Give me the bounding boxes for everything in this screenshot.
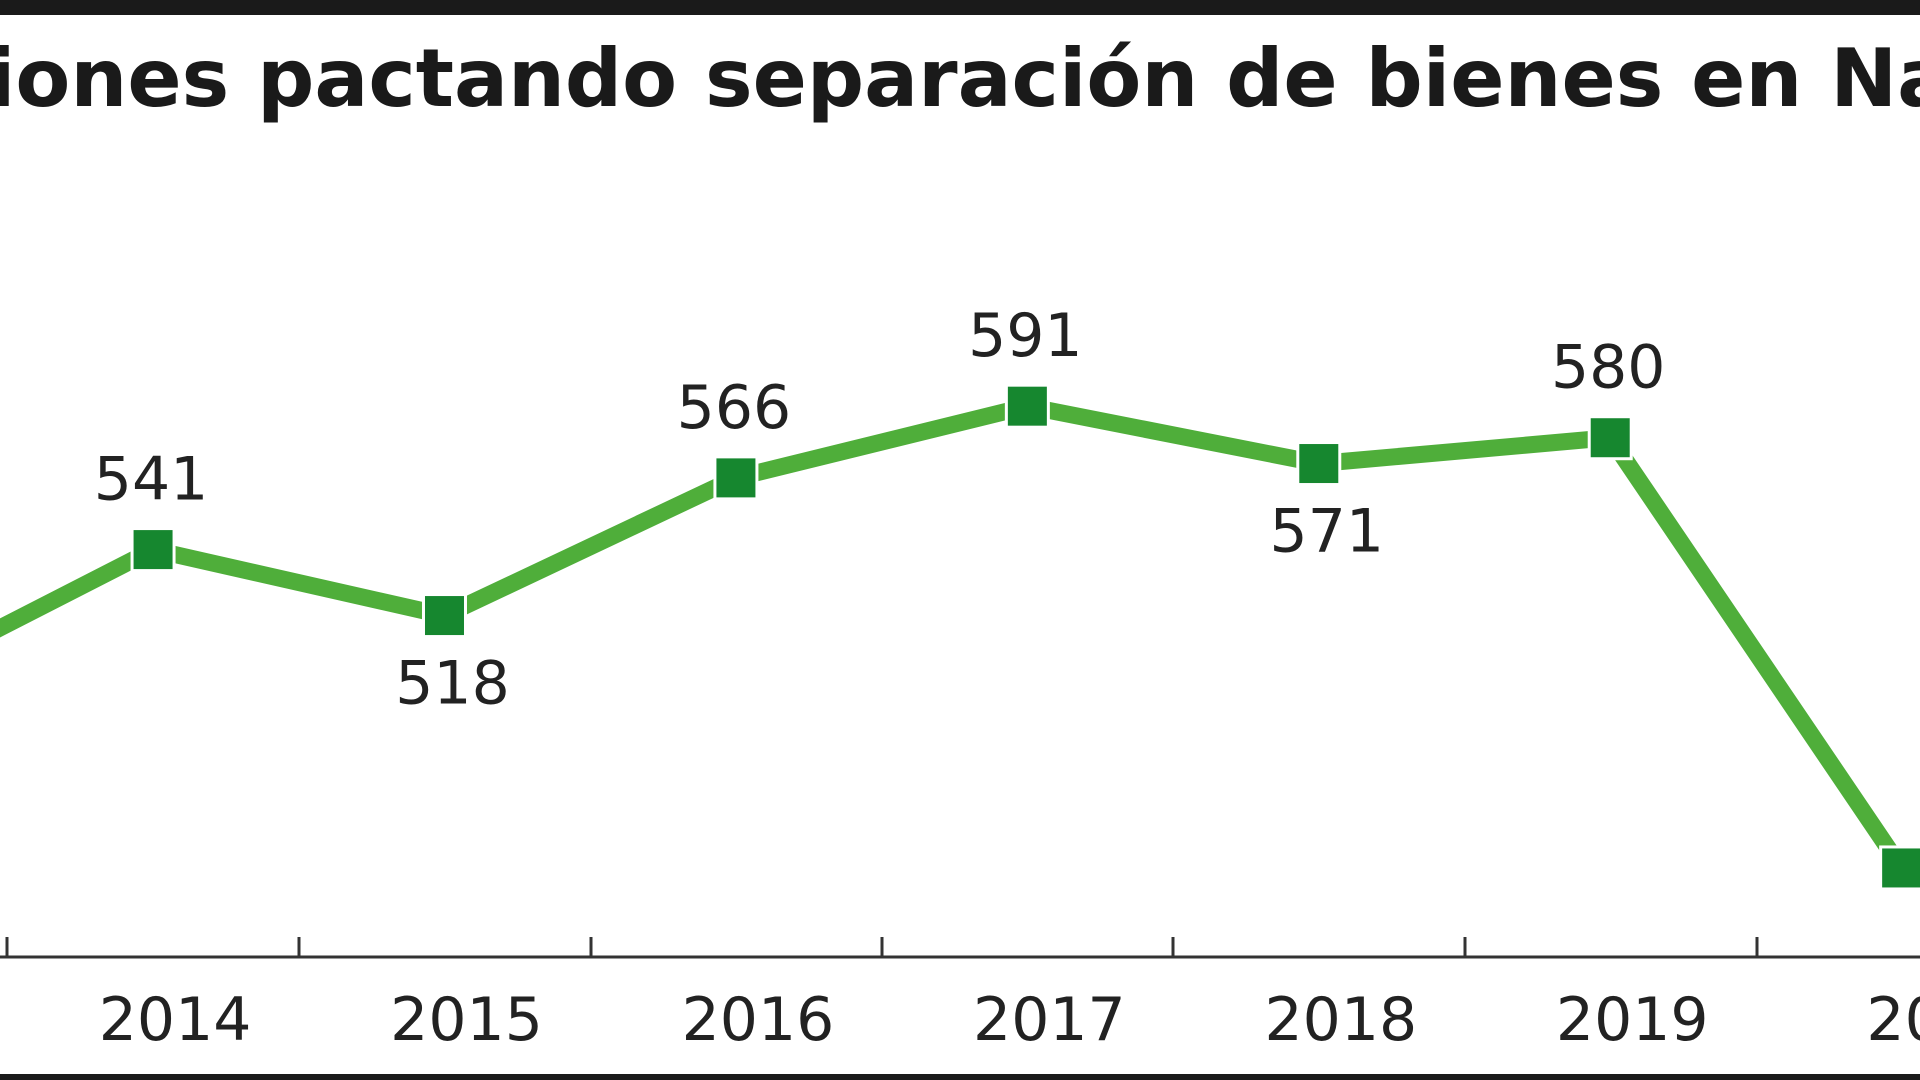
marker xyxy=(1296,441,1342,487)
value-label: 571 xyxy=(1270,497,1385,567)
x-tick-label: 2014 xyxy=(99,985,252,1055)
x-tick-label: 2015 xyxy=(390,985,543,1055)
value-label: 591 xyxy=(968,301,1083,371)
x-tick-label: 202 xyxy=(1866,985,1920,1055)
chart-title: iones pactando separación de bienes en N… xyxy=(0,32,1920,125)
value-label: 566 xyxy=(677,373,792,443)
x-tick-label: 2019 xyxy=(1556,985,1709,1055)
value-label: 580 xyxy=(1551,333,1666,403)
marker xyxy=(1879,845,1920,891)
marker xyxy=(1004,383,1050,429)
series-line xyxy=(0,397,1909,873)
bottom-bar xyxy=(0,1074,1920,1080)
x-tick-label: 2017 xyxy=(973,985,1126,1055)
marker xyxy=(713,455,759,501)
x-tick-label: 2016 xyxy=(682,985,835,1055)
x-tick-label: 2018 xyxy=(1264,985,1417,1055)
marker xyxy=(421,593,467,639)
top-bar xyxy=(0,0,1920,15)
value-label: 541 xyxy=(94,445,209,515)
value-label: 518 xyxy=(395,649,510,719)
marker xyxy=(130,527,176,573)
marker xyxy=(1587,415,1633,461)
x-ticks xyxy=(5,937,1759,957)
